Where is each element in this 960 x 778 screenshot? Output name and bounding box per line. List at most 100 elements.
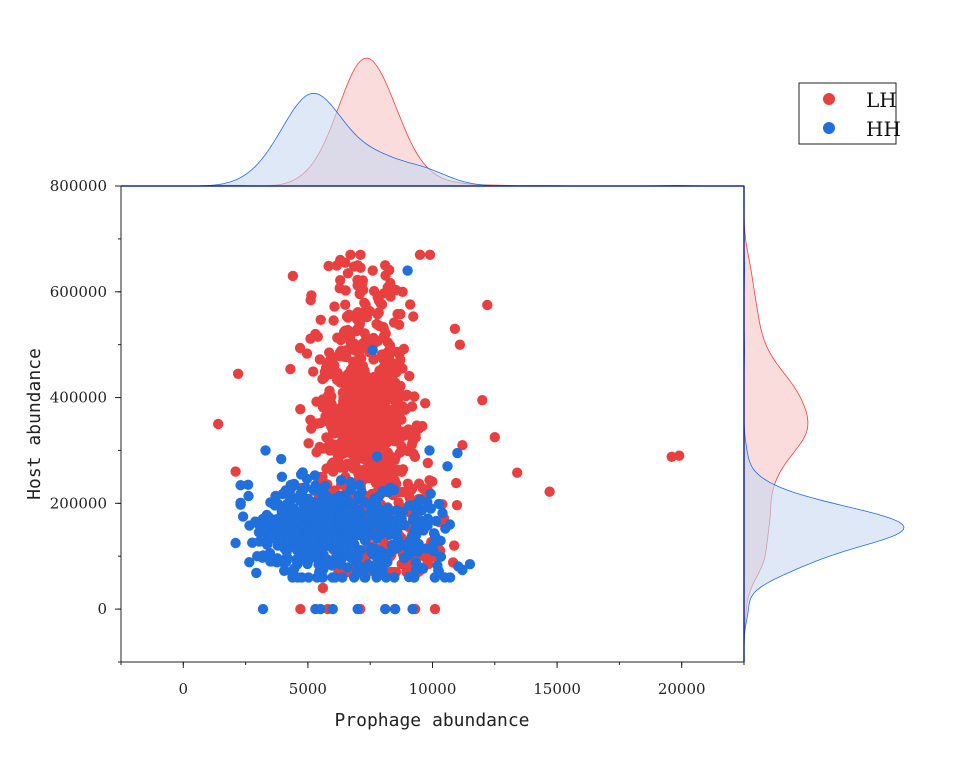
point-lh — [340, 431, 351, 443]
point-lh — [423, 554, 434, 565]
point-hh — [367, 344, 378, 356]
point-lh — [331, 414, 342, 426]
point-hh — [444, 519, 456, 530]
point-hh — [410, 557, 422, 568]
point-lh — [378, 323, 389, 334]
point-hh — [444, 572, 456, 583]
x-tick-label: 0 — [179, 680, 189, 698]
point-lh — [457, 440, 468, 451]
point-lh — [512, 467, 523, 478]
point-hh — [437, 507, 448, 519]
point-lh — [384, 386, 395, 398]
point-hh — [394, 516, 405, 527]
point-lh — [451, 477, 462, 489]
point-hh — [352, 603, 363, 615]
point-lh — [322, 393, 334, 404]
point-lh — [386, 357, 397, 369]
point-lh — [357, 360, 368, 371]
point-hh — [402, 265, 413, 276]
point-hh — [294, 553, 305, 565]
point-lh — [365, 393, 376, 404]
y-tick-label: 400000 — [50, 389, 107, 407]
point-hh — [403, 571, 415, 583]
point-lh — [358, 284, 369, 296]
point-hh — [381, 503, 392, 515]
point-lh — [345, 249, 356, 260]
point-hh — [295, 469, 307, 480]
point-lh — [404, 370, 415, 382]
point-lh — [674, 450, 685, 461]
point-lh — [334, 347, 346, 358]
point-hh — [317, 513, 328, 524]
point-lh — [544, 486, 555, 497]
point-lh — [395, 308, 406, 320]
point-hh — [300, 482, 311, 493]
point-lh — [396, 441, 407, 452]
point-hh — [389, 572, 400, 583]
point-lh — [368, 353, 380, 364]
point-lh — [329, 360, 340, 371]
point-hh — [380, 603, 391, 615]
point-hh — [314, 541, 326, 552]
point-hh — [253, 527, 265, 538]
point-hh — [435, 535, 446, 546]
point-lh — [317, 373, 328, 385]
point-lh — [366, 438, 378, 449]
point-lh — [328, 315, 339, 326]
point-lh — [368, 462, 379, 473]
y-tick-label: 200000 — [50, 494, 107, 512]
x-tick-label: 15000 — [533, 680, 581, 698]
point-lh — [396, 414, 407, 425]
point-hh — [424, 445, 435, 456]
point-hh — [371, 533, 382, 544]
point-lh — [391, 346, 403, 358]
point-lh — [477, 395, 488, 406]
point-hh — [327, 603, 338, 615]
point-hh — [366, 563, 377, 574]
point-hh — [261, 509, 272, 521]
point-hh — [457, 564, 468, 576]
point-lh — [405, 299, 416, 310]
point-hh — [433, 498, 445, 510]
point-lh — [411, 420, 422, 431]
point-hh — [464, 559, 476, 570]
top-marginal-density — [121, 57, 744, 187]
point-hh — [429, 572, 441, 583]
point-lh — [382, 337, 393, 348]
point-lh — [321, 432, 332, 443]
point-hh — [343, 527, 354, 539]
point-hh — [360, 572, 371, 583]
point-lh — [380, 260, 391, 271]
point-lh — [340, 257, 351, 268]
point-lh — [429, 603, 441, 615]
point-hh — [276, 453, 287, 465]
point-lh — [382, 282, 393, 293]
point-hh — [407, 603, 418, 615]
point-lh — [393, 403, 404, 415]
point-hh — [278, 557, 289, 568]
point-lh — [391, 367, 402, 378]
point-hh — [337, 572, 348, 583]
point-lh — [230, 466, 241, 477]
point-lh — [354, 351, 365, 363]
point-hh — [428, 545, 439, 557]
y-tick-label: 0 — [97, 600, 107, 618]
point-lh — [351, 326, 362, 337]
point-lh — [321, 415, 332, 427]
point-lh — [362, 452, 373, 463]
point-hh — [242, 479, 254, 490]
point-hh — [319, 494, 330, 505]
point-lh — [306, 290, 317, 301]
point-hh — [313, 559, 324, 570]
point-lh — [295, 603, 306, 615]
point-hh — [237, 511, 249, 522]
point-hh — [384, 529, 396, 540]
point-hh — [371, 572, 382, 583]
point-lh — [420, 398, 431, 409]
point-lh — [348, 408, 359, 420]
point-hh — [337, 494, 348, 506]
point-lh — [373, 307, 384, 318]
point-hh — [342, 505, 353, 516]
point-hh — [319, 531, 330, 542]
point-lh — [414, 249, 426, 260]
